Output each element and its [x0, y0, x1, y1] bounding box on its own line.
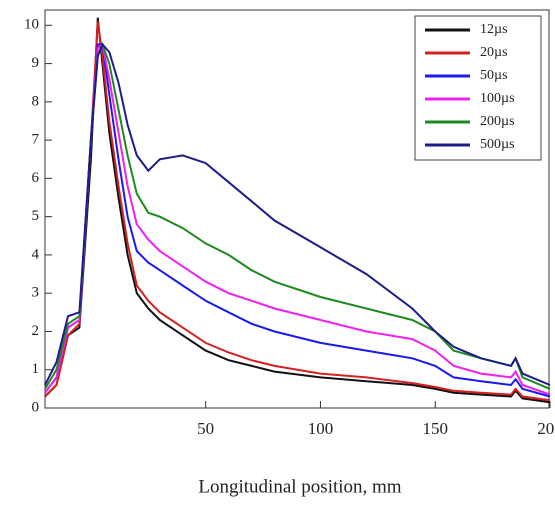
legend-label: 100µs	[480, 91, 515, 106]
x-axis-label: Longitudinal position, mm	[198, 476, 401, 497]
legend-box	[414, 15, 542, 161]
legend: 12µs 20µs 50µs 100µs 200µs 500µs	[414, 15, 542, 161]
y-tick-label: 7	[32, 132, 40, 148]
y-tick-label: 10	[24, 17, 39, 33]
legend-label: 50µs	[480, 68, 508, 83]
y-tick-label: 8	[32, 93, 40, 109]
y-tick-label: 3	[32, 285, 40, 301]
legend-label: 12µs	[480, 22, 508, 37]
x-tick-label: 150	[422, 419, 448, 438]
y-tick-label: 1	[32, 361, 40, 377]
series-line	[44, 42, 551, 386]
legend-label: 200µs	[480, 114, 515, 129]
x-tick-label: 100	[308, 419, 334, 438]
x-tick-label: 200	[537, 419, 555, 438]
legend-label: 20µs	[480, 45, 508, 60]
y-tick-label: 2	[32, 323, 40, 339]
y-tick-label: 5	[32, 208, 40, 224]
y-tick-label: 0	[32, 399, 40, 415]
x-tick-label: 50	[197, 419, 214, 438]
y-tick-label: 6	[32, 170, 40, 186]
y-tick-label: 4	[32, 246, 40, 262]
y-tick-label: 9	[32, 55, 40, 71]
plot-frame	[44, 9, 550, 409]
legend-label: 500µs	[480, 137, 515, 152]
